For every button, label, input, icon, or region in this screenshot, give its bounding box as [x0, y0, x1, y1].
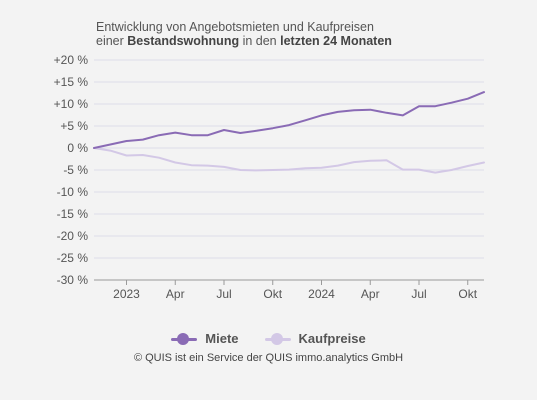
title-text-2: in den [239, 34, 281, 48]
legend-swatch-kaufpreise [264, 332, 291, 345]
title-text-1: einer [96, 34, 128, 48]
legend-label-miete: Miete [205, 331, 239, 346]
x-tick-label: Jul [216, 287, 231, 301]
legend-item-kaufpreise[interactable]: Kaufpreise [264, 331, 366, 346]
y-tick-label: 0 % [67, 141, 88, 155]
y-tick-label: -20 % [57, 229, 89, 243]
x-tick-label: 2024 [308, 287, 335, 301]
y-tick-label: +5 % [60, 119, 88, 133]
y-tick-label: +20 % [54, 53, 89, 67]
legend: Miete Kaufpreise [0, 331, 537, 346]
x-tick-label: Okt [458, 287, 477, 301]
x-tick-label: Okt [263, 287, 282, 301]
x-tick-label: Apr [361, 287, 380, 301]
y-tick-label: -30 % [57, 273, 89, 287]
title-line-1: Entwicklung von Angebotsmieten und Kaufp… [96, 20, 374, 34]
legend-dot-miete [177, 332, 190, 345]
x-tick-label: 2023 [113, 287, 140, 301]
y-tick-label: -25 % [57, 251, 89, 265]
y-tick-label: -5 % [63, 163, 88, 177]
title-bold-1: Bestandswohnung [127, 34, 240, 48]
title-line-2: einer Bestandswohnung in den letzten 24 … [96, 34, 392, 48]
series-line-kaufpreise [93, 147, 485, 174]
series-line-miete [93, 91, 485, 149]
legend-swatch-miete [171, 332, 198, 345]
y-tick-label: -15 % [57, 207, 89, 221]
x-tick-label: Jul [411, 287, 426, 301]
credit-text: © QUIS ist ein Service der QUIS immo.ana… [133, 352, 404, 364]
x-tick-label: Apr [166, 287, 185, 301]
y-tick-label: +10 % [54, 97, 89, 111]
title-bold-2: letzten 24 Monaten [280, 34, 392, 48]
y-tick-label: -10 % [57, 185, 89, 199]
chart-title: Entwicklung von Angebotsmieten und Kaufp… [96, 20, 392, 48]
legend-item-miete[interactable]: Miete [171, 331, 239, 346]
legend-label-kaufpreise: Kaufpreise [298, 331, 366, 346]
y-tick-label: +15 % [54, 75, 89, 89]
legend-dot-kaufpreise [270, 332, 283, 345]
